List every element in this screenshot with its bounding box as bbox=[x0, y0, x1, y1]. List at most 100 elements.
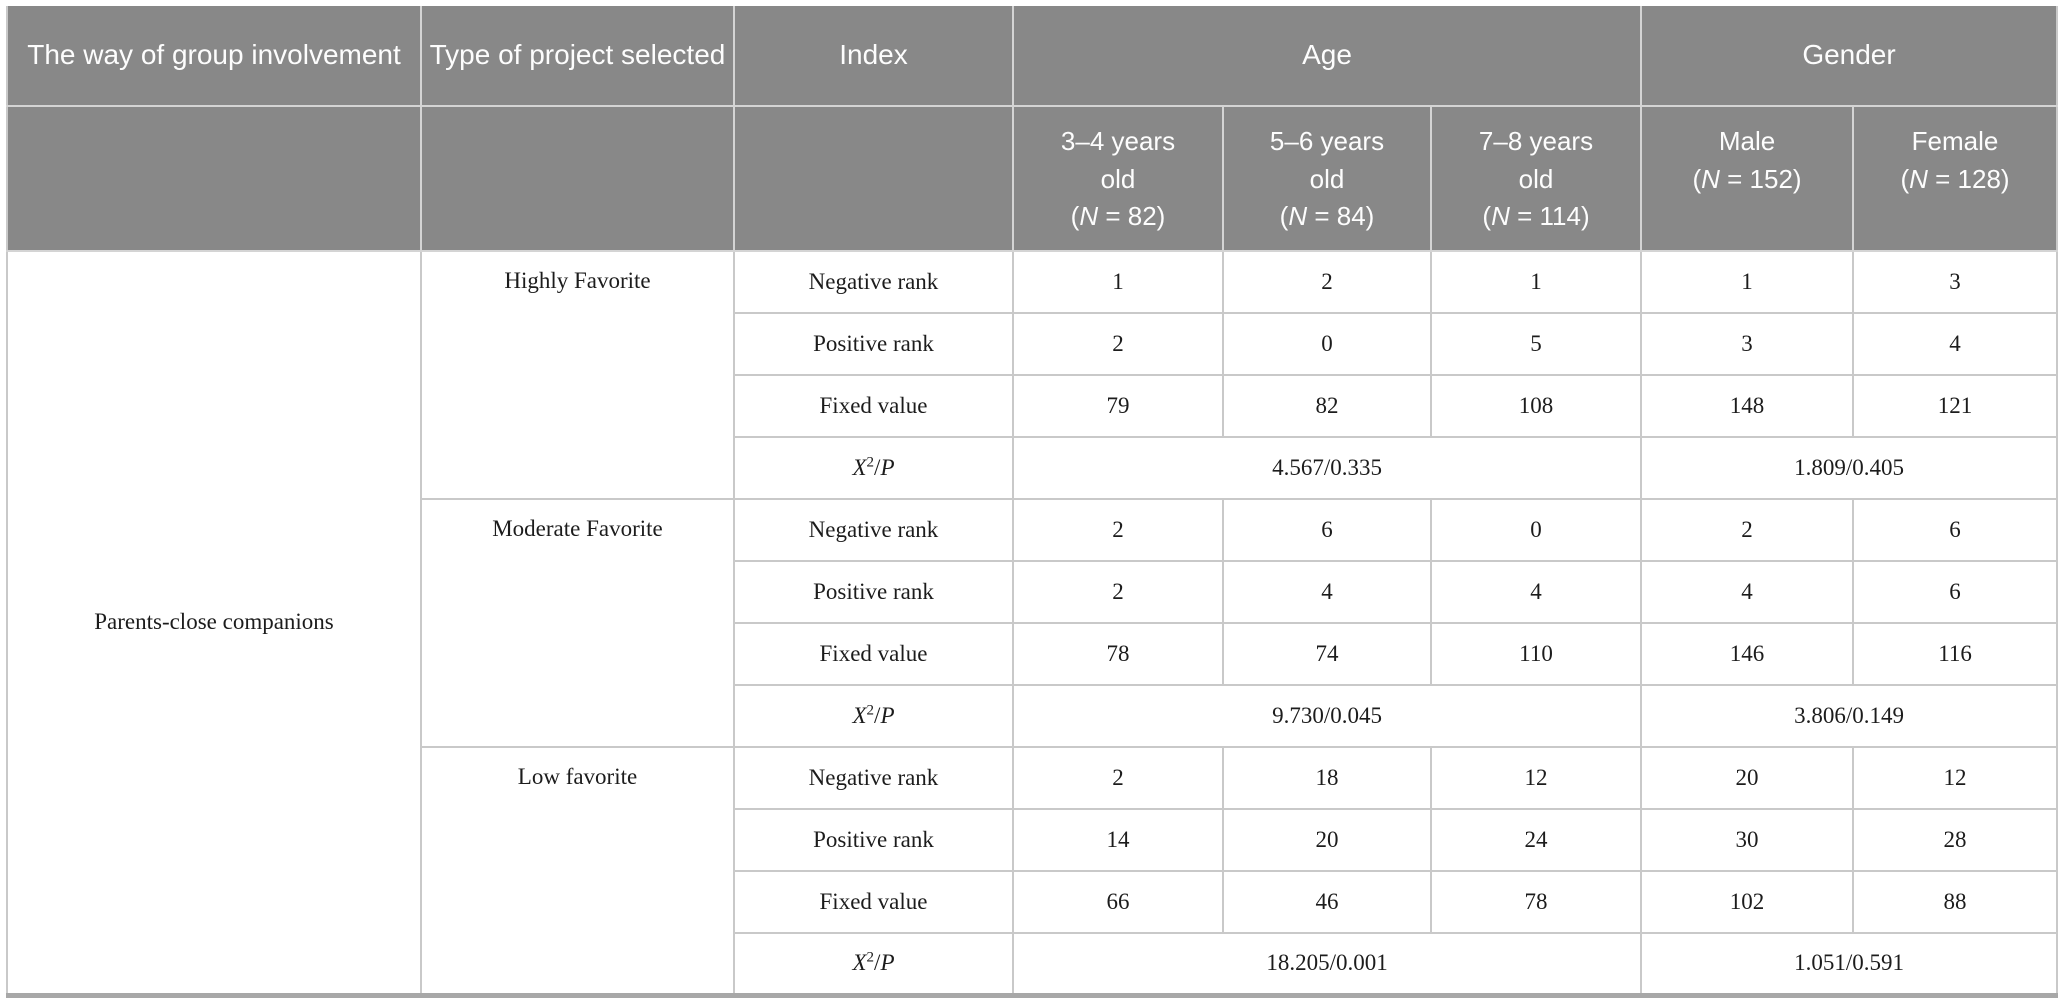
sample-size: (N = 114) bbox=[1482, 201, 1590, 232]
value-cell: 82 bbox=[1222, 374, 1432, 438]
type-cell-highly-favorite: Highly Favorite bbox=[420, 250, 735, 500]
value-cell: 4 bbox=[1429, 560, 1643, 624]
index-cell: Positive rank bbox=[733, 560, 1014, 624]
sample-size: (N = 152) bbox=[1692, 163, 1802, 194]
value-cell: 2 bbox=[1012, 560, 1224, 624]
value-cell: 6 bbox=[1852, 560, 2059, 624]
value-cell: 20 bbox=[1222, 808, 1432, 872]
header-project-type: Type of project selected bbox=[420, 6, 735, 107]
value-cell: 4 bbox=[1640, 560, 1855, 624]
table-body: Parents-close companions Highly Favorite… bbox=[6, 250, 2059, 996]
value-cell: 66 bbox=[1012, 870, 1224, 934]
table-row: Positive rank 2 4 4 4 6 bbox=[7, 560, 2059, 624]
value-cell: 0 bbox=[1429, 498, 1643, 562]
value-cell: 14 bbox=[1012, 808, 1224, 872]
value-cell: 6 bbox=[1222, 498, 1432, 562]
value-cell: 4 bbox=[1222, 560, 1432, 624]
value-cell: 116 bbox=[1852, 622, 2059, 686]
table-header: The way of group involvement Type of pro… bbox=[7, 6, 2058, 252]
value-cell: 2 bbox=[1222, 250, 1432, 314]
sample-size: (N = 82) bbox=[1070, 201, 1166, 232]
header-spacer-index bbox=[733, 105, 1014, 252]
table-row: Parents-close companions Highly Favorite… bbox=[6, 250, 2059, 996]
value-cell: 2 bbox=[1012, 312, 1224, 376]
value-cell: 79 bbox=[1012, 374, 1224, 438]
chi-square-index-cell: X2/P bbox=[733, 932, 1014, 996]
chi-value-age-cell: 9.730/0.045 bbox=[1011, 684, 1643, 748]
value-cell: 78 bbox=[1429, 870, 1643, 934]
chi-value-gender-cell: 1.051/0.591 bbox=[1640, 932, 2059, 996]
header-index: Index bbox=[733, 6, 1014, 107]
value-cell: 24 bbox=[1429, 808, 1643, 872]
value-cell: 3 bbox=[1852, 250, 2059, 314]
index-cell: Fixed value bbox=[733, 870, 1014, 934]
subheader-male: Male (N = 152) bbox=[1640, 105, 1855, 252]
subheader-age-7-8: 7–8 years old (N = 114) bbox=[1429, 105, 1643, 252]
subheader-age-3-4: 3–4 years old (N = 82) bbox=[1012, 105, 1224, 252]
value-cell: 18 bbox=[1222, 746, 1432, 810]
header-age-group: Age bbox=[1011, 6, 1643, 107]
value-cell: 2 bbox=[1012, 498, 1224, 562]
index-cell: Positive rank bbox=[733, 808, 1014, 872]
table-row: Positive rank 2 0 5 3 4 bbox=[7, 312, 2059, 376]
subheader-female: Female (N = 128) bbox=[1852, 105, 2058, 252]
value-cell: 1 bbox=[1012, 250, 1224, 314]
value-cell: 30 bbox=[1640, 808, 1855, 872]
header-spacer-involvement bbox=[7, 105, 422, 252]
value-cell: 146 bbox=[1640, 622, 1855, 686]
value-cell: 1 bbox=[1640, 250, 1855, 314]
row-label-group-involvement: Parents-close companions bbox=[6, 250, 422, 996]
table-row: Moderate Favorite Negative rank 2 6 0 2 … bbox=[7, 498, 2059, 748]
value-cell: 102 bbox=[1640, 870, 1855, 934]
results-table: The way of group involvement Type of pro… bbox=[6, 6, 2059, 998]
value-cell: 12 bbox=[1852, 746, 2059, 810]
sample-size: (N = 84) bbox=[1279, 201, 1375, 232]
header-spacer-project-type bbox=[420, 105, 735, 252]
type-cell-low-favorite: Low favorite bbox=[420, 746, 735, 996]
value-cell: 3 bbox=[1640, 312, 1855, 376]
value-cell: 0 bbox=[1222, 312, 1432, 376]
chi-value-age-cell: 18.205/0.001 bbox=[1011, 932, 1643, 996]
value-cell: 4 bbox=[1852, 312, 2059, 376]
sample-size: (N = 128) bbox=[1900, 163, 2010, 194]
header-gender-group: Gender bbox=[1640, 6, 2058, 107]
value-cell: 148 bbox=[1640, 374, 1855, 438]
chi-square-index-cell: X2/P bbox=[733, 436, 1014, 500]
value-cell: 5 bbox=[1429, 312, 1643, 376]
table-row: Positive rank 14 20 24 30 28 bbox=[7, 808, 2059, 872]
index-cell: Positive rank bbox=[733, 312, 1014, 376]
value-cell: 1 bbox=[1429, 250, 1643, 314]
table-row: Fixed value 79 82 108 148 121 bbox=[7, 374, 2059, 438]
index-cell: Fixed value bbox=[733, 374, 1014, 438]
subheader-age-5-6: 5–6 years old (N = 84) bbox=[1222, 105, 1432, 252]
table-row: X2/P 9.730/0.045 3.806/0.149 bbox=[7, 684, 2059, 748]
table-row: Fixed value 78 74 110 146 116 bbox=[7, 622, 2059, 686]
chi-value-gender-cell: 1.809/0.405 bbox=[1640, 436, 2059, 500]
value-cell: 74 bbox=[1222, 622, 1432, 686]
value-cell: 28 bbox=[1852, 808, 2059, 872]
value-cell: 2 bbox=[1012, 746, 1224, 810]
value-cell: 110 bbox=[1429, 622, 1643, 686]
value-cell: 46 bbox=[1222, 870, 1432, 934]
header-group-involvement: The way of group involvement bbox=[7, 6, 422, 107]
index-cell: Fixed value bbox=[733, 622, 1014, 686]
table-row: Fixed value 66 46 78 102 88 bbox=[7, 870, 2059, 934]
chi-value-gender-cell: 3.806/0.149 bbox=[1640, 684, 2059, 748]
value-cell: 20 bbox=[1640, 746, 1855, 810]
chi-square-index-cell: X2/P bbox=[733, 684, 1014, 748]
value-cell: 12 bbox=[1429, 746, 1643, 810]
value-cell: 2 bbox=[1640, 498, 1855, 562]
value-cell: 121 bbox=[1852, 374, 2059, 438]
chi-value-age-cell: 4.567/0.335 bbox=[1011, 436, 1643, 500]
value-cell: 78 bbox=[1012, 622, 1224, 686]
table-row: X2/P 18.205/0.001 1.051/0.591 bbox=[7, 932, 2059, 996]
table-row: X2/P 4.567/0.335 1.809/0.405 bbox=[7, 436, 2059, 500]
type-cell-moderate-favorite: Moderate Favorite bbox=[420, 498, 735, 748]
index-cell: Negative rank bbox=[733, 250, 1014, 314]
table-row: Low favorite Negative rank 2 18 12 20 12 bbox=[7, 746, 2059, 996]
value-cell: 88 bbox=[1852, 870, 2059, 934]
value-cell: 6 bbox=[1852, 498, 2059, 562]
header-row-subgroups: 3–4 years old (N = 82) 5–6 years old (N … bbox=[7, 105, 2058, 252]
value-cell: 108 bbox=[1429, 374, 1643, 438]
index-cell: Negative rank bbox=[733, 498, 1014, 562]
